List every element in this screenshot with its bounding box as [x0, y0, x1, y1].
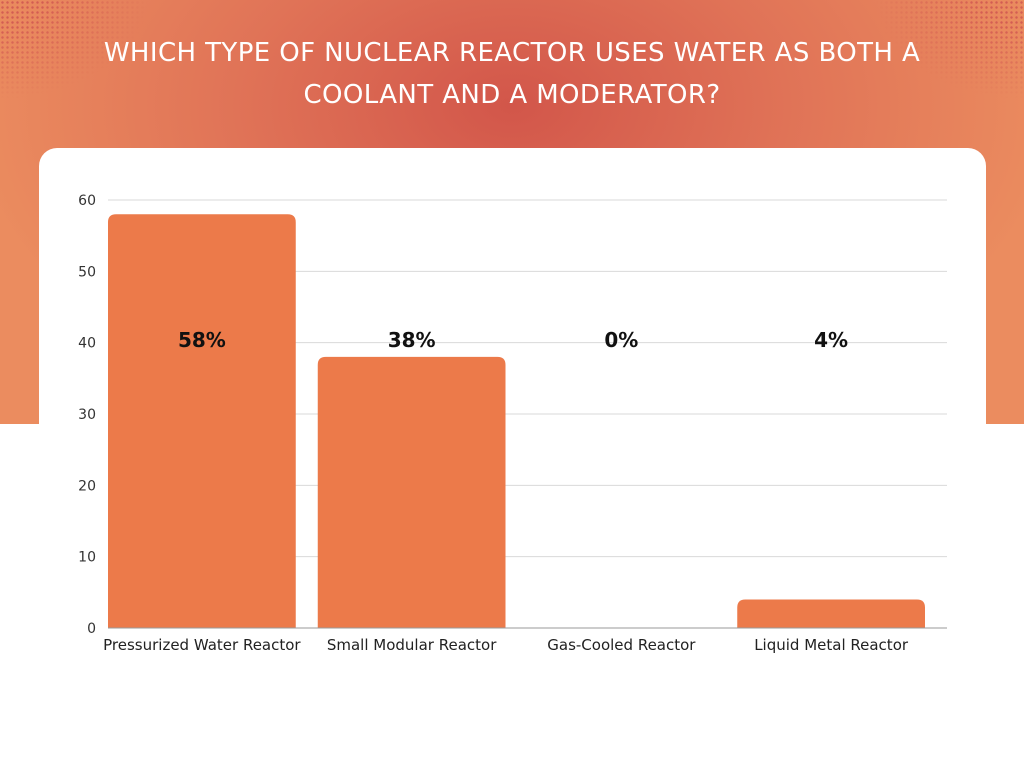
bar	[108, 214, 296, 628]
data-label: 4%	[814, 328, 848, 352]
x-axis-categories: Pressurized Water Reactor Small Modular R…	[103, 636, 909, 654]
y-tick-label: 10	[78, 550, 96, 566]
data-label: 0%	[604, 328, 638, 352]
y-tick-label: 50	[78, 264, 96, 280]
bar	[317, 356, 506, 628]
y-tick-label: 40	[78, 336, 96, 352]
x-category-label: Small Modular Reactor	[327, 636, 497, 654]
data-labels: 58% 38% 0% 4%	[178, 328, 848, 352]
data-label: 38%	[388, 328, 436, 352]
x-category-label: Liquid Metal Reactor	[754, 636, 909, 654]
y-tick-label: 0	[87, 621, 96, 637]
bars	[108, 214, 925, 628]
chart-title: WHICH TYPE OF NUCLEAR REACTOR USES WATER…	[103, 38, 921, 110]
bar	[737, 599, 925, 628]
data-label: 58%	[178, 328, 226, 352]
y-axis-ticks: 0 10 20 30 40 50 60	[78, 193, 96, 637]
y-tick-label: 20	[78, 478, 96, 494]
dot-pattern-right	[874, 0, 1024, 100]
x-category-label: Gas-Cooled Reactor	[547, 636, 696, 654]
y-tick-label: 60	[78, 193, 96, 209]
y-tick-label: 30	[78, 407, 96, 423]
x-category-label: Pressurized Water Reactor	[103, 636, 301, 654]
dot-pattern-left	[0, 0, 150, 100]
